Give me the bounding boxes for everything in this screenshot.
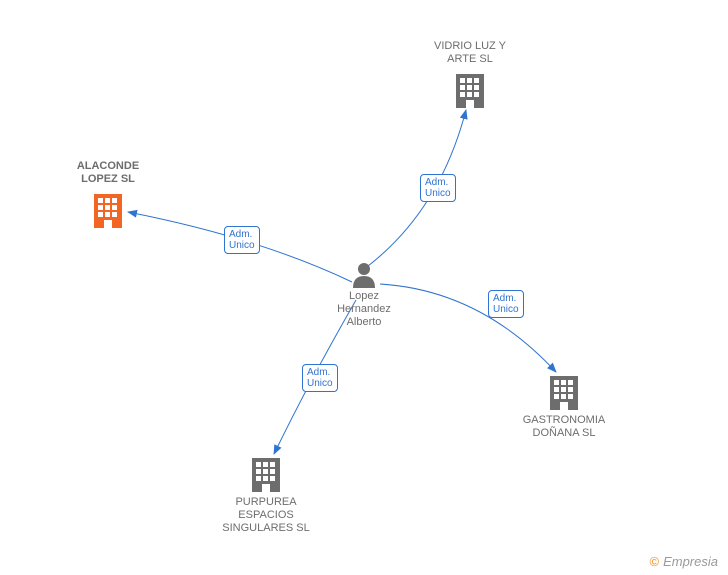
company-node-alaconde: [92, 192, 124, 228]
company-node-vidrio: [454, 72, 486, 108]
copyright-symbol: ©: [649, 554, 659, 569]
edge-label-gastronomia: Adm. Unico: [488, 290, 524, 318]
building-icon: [92, 192, 124, 228]
company-label-purpurea: PURPUREA ESPACIOS SINGULARES SL: [212, 496, 320, 536]
company-label-gastronomia: GASTRONOMIA DOÑANA SL: [518, 414, 610, 440]
watermark-brand: Empresia: [663, 554, 718, 569]
person-label: Lopez Hernandez Alberto: [334, 290, 394, 330]
company-label-alaconde: ALACONDE LOPEZ SL: [68, 160, 148, 186]
person-node: [352, 262, 376, 288]
building-icon: [454, 72, 486, 108]
person-icon: [352, 262, 376, 288]
edge-label-vidrio: Adm. Unico: [420, 174, 456, 202]
company-node-gastronomia: [548, 374, 580, 410]
edge-gastronomia: [380, 284, 556, 372]
building-icon: [548, 374, 580, 410]
watermark: © Empresia: [649, 554, 718, 569]
edge-label-purpurea: Adm. Unico: [302, 364, 338, 392]
edge-label-alaconde: Adm. Unico: [224, 226, 260, 254]
company-node-purpurea: [250, 456, 282, 492]
company-label-vidrio: VIDRIO LUZ Y ARTE SL: [428, 40, 512, 66]
building-icon: [250, 456, 282, 492]
